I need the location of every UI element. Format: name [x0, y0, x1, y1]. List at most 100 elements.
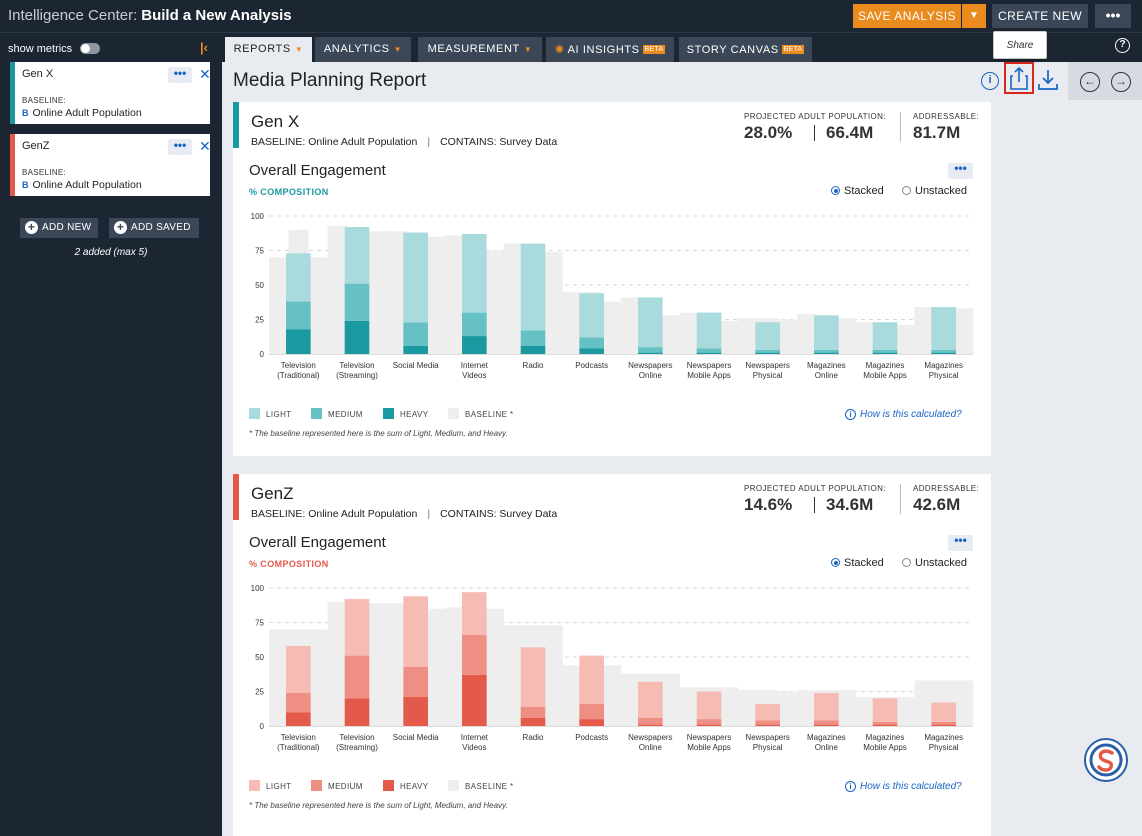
bar-medium[interactable]: [579, 337, 604, 349]
bar-heavy[interactable]: [755, 724, 780, 726]
bar-heavy[interactable]: [520, 345, 546, 354]
stacked-radio[interactable]: Stacked: [831, 185, 884, 197]
bar-heavy[interactable]: [931, 724, 956, 726]
show-metrics-toggle[interactable]: [80, 43, 100, 54]
bar-light[interactable]: [638, 297, 663, 348]
bar-heavy[interactable]: [814, 352, 839, 354]
bar-medium[interactable]: [286, 692, 311, 713]
bar-light[interactable]: [403, 232, 428, 323]
how-calculated-link[interactable]: i How is this calculated?: [845, 409, 962, 420]
chart-menu-button[interactable]: •••: [948, 534, 973, 551]
bar-light[interactable]: [814, 692, 839, 721]
bar-medium[interactable]: [520, 706, 546, 718]
bar-heavy[interactable]: [872, 724, 898, 726]
bar-heavy[interactable]: [579, 348, 604, 354]
bar-light[interactable]: [696, 312, 722, 349]
collapse-sidebar-icon[interactable]: |‹: [200, 40, 208, 55]
bar-medium[interactable]: [286, 301, 311, 330]
bar-medium[interactable]: [638, 717, 663, 725]
bar-light[interactable]: [462, 233, 487, 313]
bar-medium[interactable]: [814, 720, 839, 725]
bar-light[interactable]: [755, 703, 780, 721]
add-saved-button[interactable]: ADD SAVED: [109, 218, 199, 238]
help-icon[interactable]: ?: [1115, 38, 1130, 53]
unstacked-radio[interactable]: Unstacked: [902, 557, 967, 569]
bar-heavy[interactable]: [286, 712, 311, 726]
bar-heavy[interactable]: [638, 352, 663, 354]
bar-light[interactable]: [931, 307, 956, 350]
how-calculated-link[interactable]: i How is this calculated?: [845, 781, 962, 792]
bar-heavy[interactable]: [344, 320, 370, 354]
bar-light[interactable]: [638, 681, 663, 718]
bar-medium[interactable]: [872, 721, 898, 725]
bar-medium[interactable]: [931, 721, 956, 725]
bar-heavy[interactable]: [872, 352, 898, 354]
bar-heavy[interactable]: [403, 345, 428, 354]
bar-light[interactable]: [872, 322, 898, 350]
more-options-button[interactable]: •••: [1095, 4, 1131, 28]
bar-light[interactable]: [344, 227, 370, 284]
bar-light[interactable]: [814, 315, 839, 350]
chart-menu-button[interactable]: •••: [948, 162, 973, 179]
info-icon[interactable]: i: [981, 72, 999, 90]
bar-light[interactable]: [872, 698, 898, 722]
bar-medium[interactable]: [931, 349, 956, 353]
tab-reports[interactable]: REPORTS ▼: [225, 37, 312, 62]
bar-heavy[interactable]: [814, 724, 839, 726]
segment-card-gen-x[interactable]: Gen X ••• ✕ BASELINE: B Online Adult Popu…: [10, 62, 211, 124]
bar-medium[interactable]: [579, 703, 604, 720]
bar-light[interactable]: [579, 655, 604, 704]
bar-heavy[interactable]: [344, 698, 370, 726]
close-icon[interactable]: ✕: [199, 138, 211, 154]
assistant-button[interactable]: [1084, 738, 1128, 782]
bar-heavy[interactable]: [462, 336, 487, 354]
bar-light[interactable]: [286, 645, 311, 693]
bar-medium[interactable]: [403, 666, 428, 698]
tab-analytics[interactable]: ANALYTICS ▼: [315, 37, 411, 62]
bar-light[interactable]: [520, 243, 546, 331]
tab-story-canvas[interactable]: STORY CANVAS BETA: [679, 37, 812, 62]
bar-heavy[interactable]: [638, 724, 663, 726]
bar-light[interactable]: [755, 322, 780, 350]
save-options-caret-icon[interactable]: ▼: [962, 4, 986, 28]
segment-menu-button[interactable]: •••: [168, 139, 192, 155]
bar-light[interactable]: [931, 702, 956, 722]
add-new-button[interactable]: ADD NEW: [20, 218, 98, 238]
bar-medium[interactable]: [344, 283, 370, 321]
download-button[interactable]: [1037, 68, 1059, 97]
bar-light[interactable]: [344, 599, 370, 656]
bar-medium[interactable]: [872, 349, 898, 353]
bar-medium[interactable]: [755, 349, 780, 353]
bar-light[interactable]: [520, 647, 546, 707]
segment-menu-button[interactable]: •••: [168, 67, 192, 83]
bar-light[interactable]: [462, 592, 487, 635]
bar-medium[interactable]: [403, 322, 428, 346]
bar-medium[interactable]: [638, 347, 663, 353]
bar-heavy[interactable]: [755, 352, 780, 354]
bar-heavy[interactable]: [931, 352, 956, 354]
close-icon[interactable]: ✕: [199, 66, 211, 82]
share-button[interactable]: [1004, 62, 1034, 94]
bar-heavy[interactable]: [403, 697, 428, 726]
bar-medium[interactable]: [755, 720, 780, 725]
tab-measurement[interactable]: MEASUREMENT ▼: [418, 37, 542, 62]
bar-heavy[interactable]: [462, 674, 487, 726]
bar-medium[interactable]: [462, 312, 487, 337]
bar-medium[interactable]: [344, 655, 370, 699]
bar-light[interactable]: [403, 596, 428, 667]
bar-medium[interactable]: [696, 348, 722, 353]
arrow-left-icon[interactable]: ←: [1080, 72, 1100, 92]
bar-medium[interactable]: [520, 330, 546, 346]
tab-ai-insights[interactable]: ✺ AI INSIGHTS BETA: [546, 37, 674, 62]
bar-heavy[interactable]: [696, 352, 722, 354]
segment-card-genz[interactable]: GenZ ••• ✕ BASELINE: B Online Adult Popul…: [10, 134, 211, 196]
stacked-radio[interactable]: Stacked: [831, 557, 884, 569]
unstacked-radio[interactable]: Unstacked: [902, 185, 967, 197]
bar-light[interactable]: [286, 253, 311, 302]
bar-heavy[interactable]: [579, 719, 604, 726]
arrow-right-icon[interactable]: →: [1111, 72, 1131, 92]
bar-heavy[interactable]: [696, 724, 722, 726]
bar-medium[interactable]: [696, 719, 722, 725]
bar-heavy[interactable]: [520, 717, 546, 726]
bar-medium[interactable]: [814, 349, 839, 353]
